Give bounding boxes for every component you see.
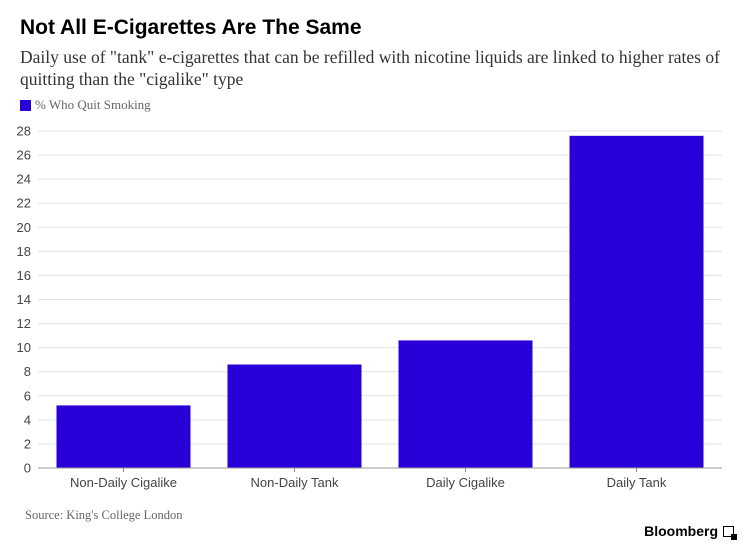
y-tick-label: 24 xyxy=(17,172,31,187)
bar xyxy=(569,135,704,469)
x-category-label: Non-Daily Tank xyxy=(251,475,339,490)
y-tick-label: 2 xyxy=(24,436,31,451)
source-note: Source: King's College London xyxy=(25,508,183,522)
legend: % Who Quit Smoking xyxy=(20,97,151,113)
legend-label: % Who Quit Smoking xyxy=(35,97,151,112)
legend-swatch xyxy=(20,99,31,111)
y-tick-label: 12 xyxy=(17,316,31,331)
y-tick-label: 28 xyxy=(17,124,31,139)
y-tick-label: 6 xyxy=(24,388,31,403)
y-tick-label: 22 xyxy=(17,196,31,211)
brand-logo: Bloomberg xyxy=(644,523,737,540)
brand-name: Bloomberg xyxy=(644,523,718,539)
bar xyxy=(56,405,191,468)
chart-subtitle: Daily use of "tank" e-cigarettes that ca… xyxy=(20,47,720,89)
y-tick-label: 10 xyxy=(17,340,31,355)
y-tick-label: 14 xyxy=(17,292,31,307)
x-category-label: Non-Daily Cigalike xyxy=(70,475,177,490)
x-category-label: Daily Cigalike xyxy=(426,475,505,490)
chart-title: Not All E-Cigarettes Are The Same xyxy=(20,16,362,39)
y-tick-label: 4 xyxy=(24,412,31,427)
y-tick-label: 26 xyxy=(17,148,31,163)
x-category-label: Daily Tank xyxy=(607,475,667,490)
bloomberg-corner-icon xyxy=(723,525,737,540)
x-axis-labels: Non-Daily Cigalike Non-Daily Tank Daily Ci… xyxy=(70,475,667,490)
bar xyxy=(227,364,362,468)
y-tick-label: 20 xyxy=(17,220,31,235)
x-axis xyxy=(38,467,722,472)
y-tick-label: 8 xyxy=(24,364,31,379)
y-tick-label: 18 xyxy=(17,244,31,259)
y-tick-label: 16 xyxy=(17,268,31,283)
y-tick-label: 0 xyxy=(24,461,31,476)
bar xyxy=(398,340,533,468)
bars xyxy=(56,135,704,469)
